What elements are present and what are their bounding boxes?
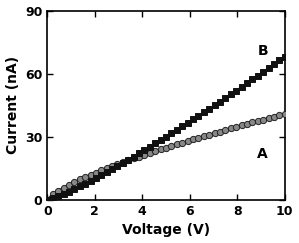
Text: B: B [257, 43, 268, 58]
Y-axis label: Current (nA): Current (nA) [6, 56, 19, 154]
X-axis label: Voltage (V): Voltage (V) [122, 224, 210, 237]
Text: A: A [257, 147, 268, 161]
